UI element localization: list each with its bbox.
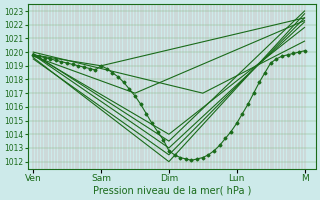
- X-axis label: Pression niveau de la mer( hPa ): Pression niveau de la mer( hPa ): [92, 186, 251, 196]
